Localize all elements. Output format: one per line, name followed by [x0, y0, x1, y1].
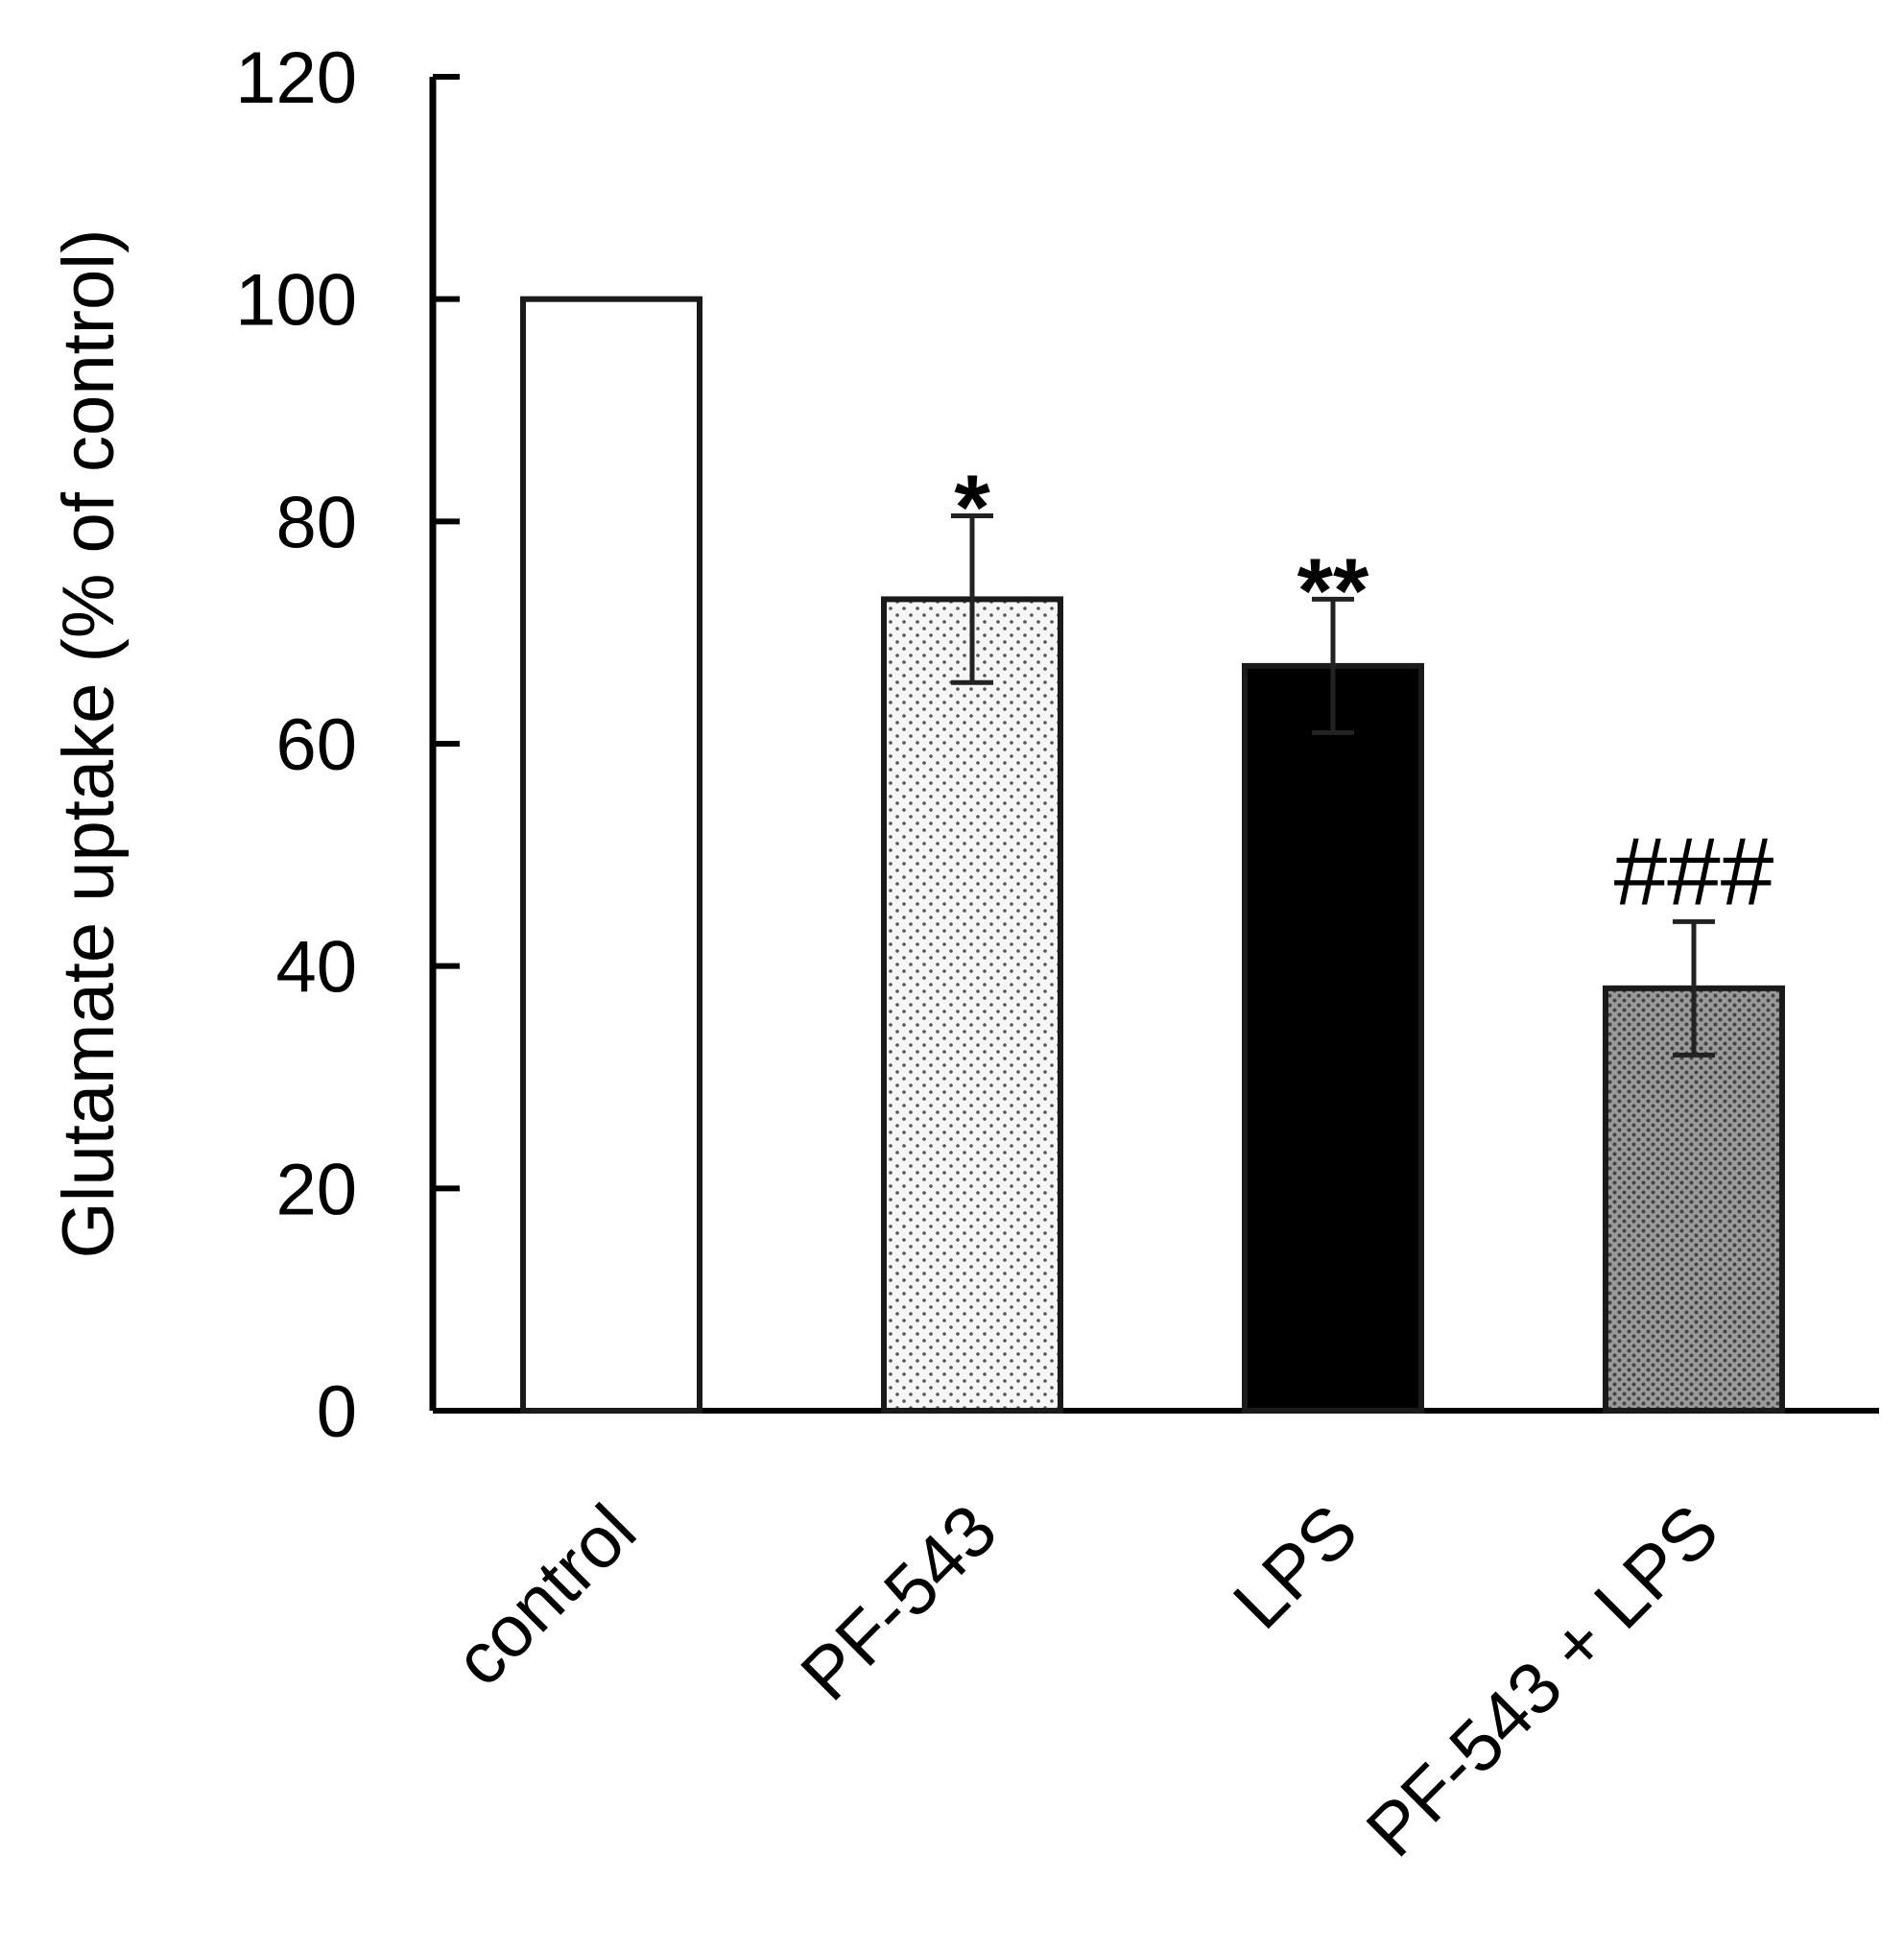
y-tick-label: 40	[275, 927, 357, 1009]
x-tick-label: PF-543 + LPS	[1351, 1489, 1734, 1872]
bar	[520, 296, 702, 1415]
y-tick-label: 60	[275, 704, 357, 786]
y-tick-label: 20	[275, 1149, 357, 1230]
y-tick-label: 120	[235, 37, 357, 119]
bar	[881, 596, 1063, 1414]
bar	[1603, 985, 1785, 1415]
y-tick-label: 0	[317, 1371, 357, 1453]
x-tick-label: PF-543	[786, 1489, 1012, 1716]
y-tick-label: 100	[235, 260, 357, 342]
bar	[1242, 662, 1424, 1414]
x-tick-label: LPS	[1218, 1489, 1373, 1645]
significance-label: *	[954, 457, 990, 559]
y-axis-title: Glutamate uptake (% of control)	[48, 229, 130, 1259]
axes: 0 20 40 60 80 100 120 Glutamate uptake (% of co…	[48, 37, 1879, 1453]
y-tick-label: 80	[275, 482, 357, 563]
significance-label: ###	[1614, 818, 1774, 925]
x-tick-label: control	[440, 1489, 652, 1701]
significance-label: **	[1297, 539, 1369, 642]
bars	[520, 296, 1785, 1415]
